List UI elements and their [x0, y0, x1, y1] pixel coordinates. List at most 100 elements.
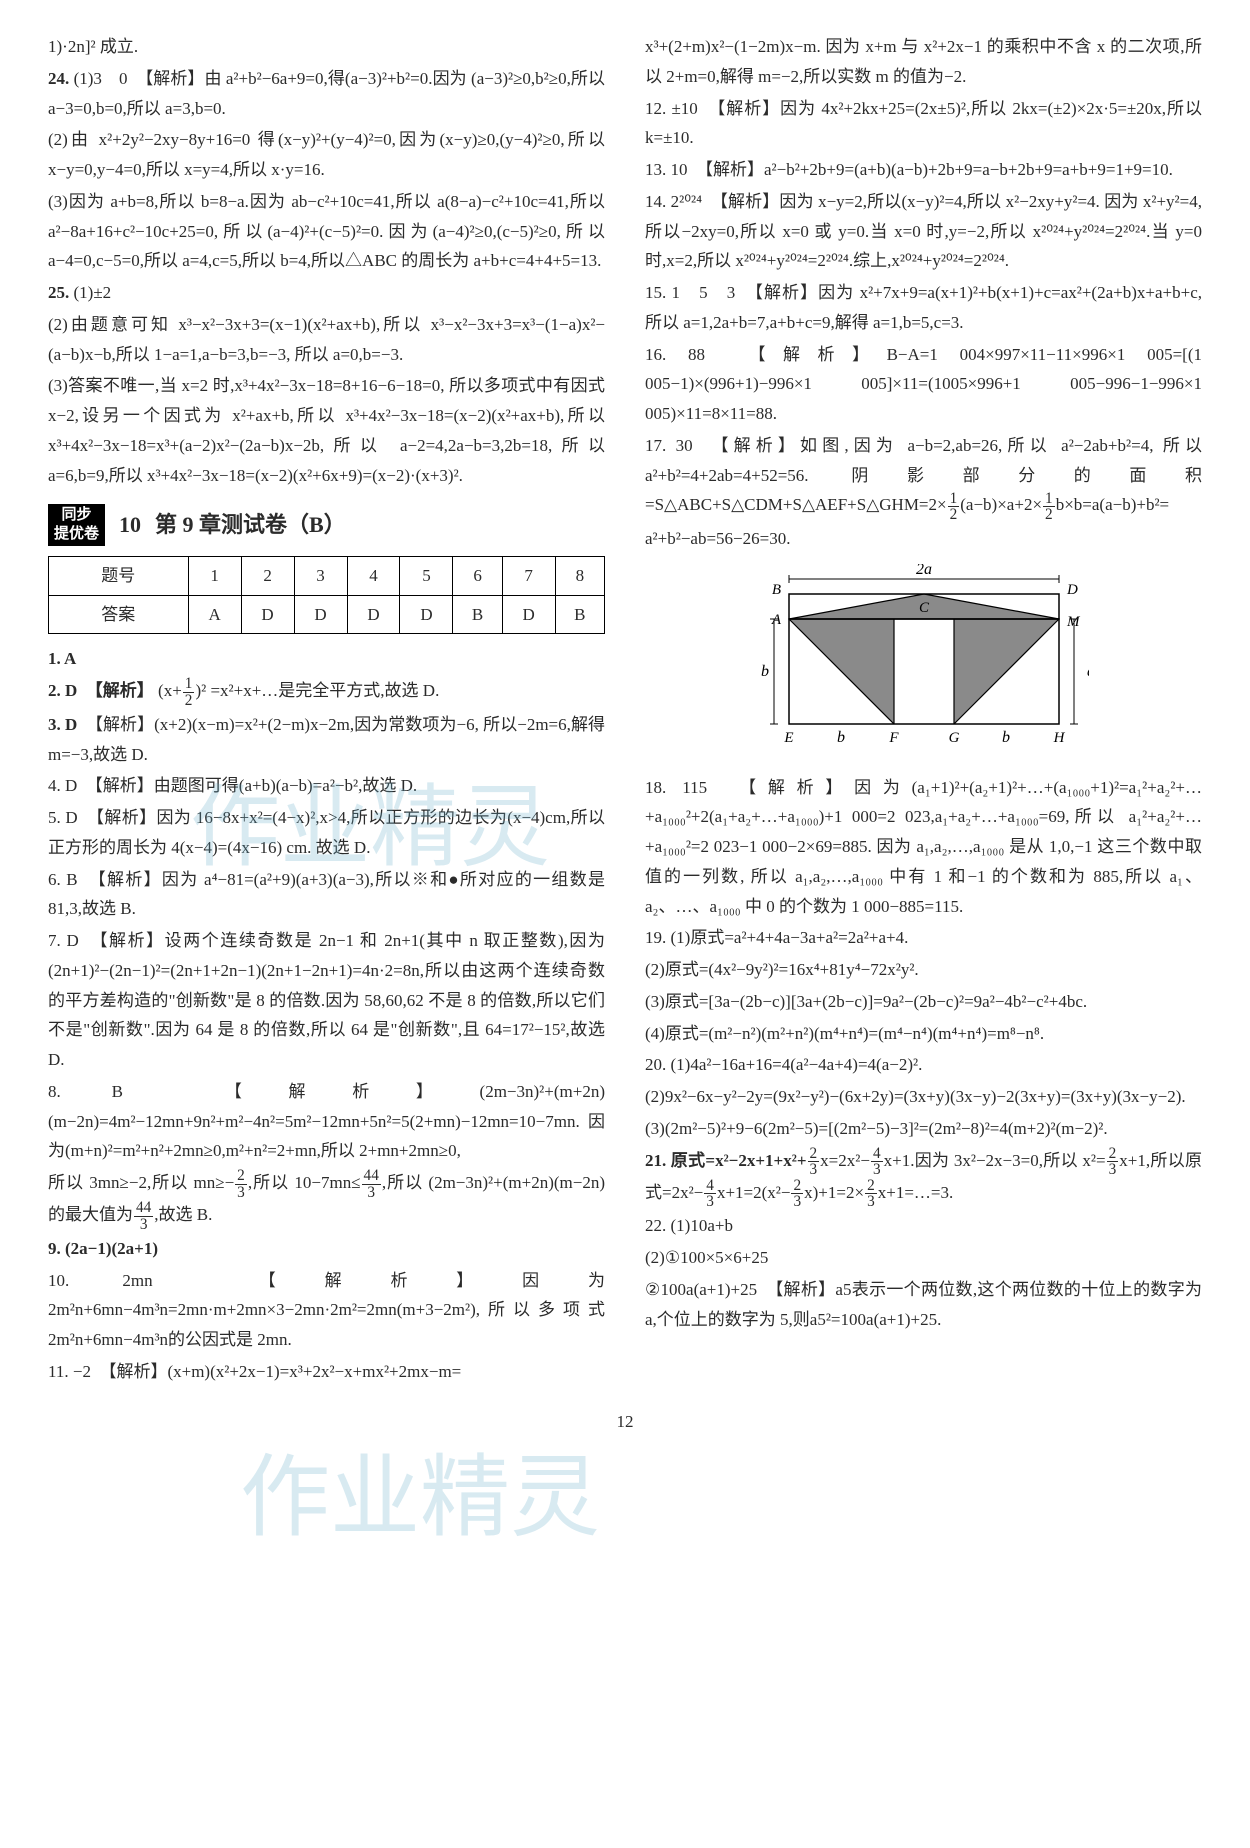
fraction: 443	[134, 1200, 153, 1232]
q17a-m1: (a−b)×a+2×	[960, 495, 1042, 514]
q21-end: 1=…=3.	[896, 1183, 953, 1202]
section-header: 同步 提优卷 10 第 9 章测试卷（B）	[48, 504, 605, 546]
q25-2: (2)由题意可知 x³−x²−3x+3=(x−1)(x²+ax+b),所以 x³…	[48, 310, 605, 370]
section-title: 第 9 章测试卷（B）	[155, 506, 346, 545]
q25-3: (3)答案不唯一,当 x=2 时,x³+4x²−3x−18=8+16−6−18=…	[48, 371, 605, 490]
den: 2	[948, 507, 960, 522]
td: B	[453, 595, 502, 634]
lbl-F: F	[888, 730, 899, 746]
q17b: a²+b²−ab=56−26=30.	[645, 524, 1202, 554]
fraction: 23	[235, 1168, 247, 1200]
q21-m3: x²=	[1082, 1151, 1105, 1170]
lbl-a: a	[1087, 663, 1089, 680]
q8b: 所以 3mn≥−2,所以 mn≥−23,所以 10−7mn≤443,所以 (2m…	[48, 1168, 605, 1232]
th: 2	[241, 556, 294, 595]
den: 3	[362, 1185, 381, 1200]
num: 1	[948, 491, 960, 507]
th: 8	[555, 556, 604, 595]
num: 2	[808, 1146, 820, 1162]
q16: 16. 88 【解析】B−A=1 004×997×11−11×996×1 005…	[645, 340, 1202, 429]
table-row: 题号 1 2 3 4 5 6 7 8	[49, 556, 605, 595]
q15: 15. 1 5 3 【解析】因为 x²+7x+9=a(x+1)²+b(x+1)+…	[645, 278, 1202, 338]
den: 2	[1043, 507, 1055, 522]
q5: 5. D 【解析】因为 16−8x+x²=(4−x)²,x>4,所以正方形的边长…	[48, 803, 605, 863]
q24-3: (3)因为 a+b=8,所以 b=8−a.因为 ab−c²+10c=41,所以 …	[48, 187, 605, 276]
th: 5	[400, 556, 453, 595]
num: 2	[235, 1168, 247, 1184]
num: 2	[865, 1178, 877, 1194]
q10: 10. 2mn 【解析】因为 2m²n+6mn−4m³n=2mn·m+2mn×3…	[48, 1266, 605, 1355]
den: 3	[704, 1194, 716, 1209]
right-column: x³+(2+m)x²−(1−2m)x−m. 因为 x+m 与 x²+2x−1 的…	[645, 32, 1202, 1389]
q25-1: 25. (1)±2	[48, 278, 605, 308]
fraction: 23	[791, 1178, 803, 1210]
th: 7	[502, 556, 555, 595]
q17a-m2: b×b=a(a−b)+b²=	[1056, 495, 1169, 514]
q17a: 17. 30 【解析】如图,因为 a−b=2,ab=26,所以 a²−2ab+b…	[645, 431, 1202, 522]
q19-1: 19. (1)原式=a²+4+4a−3a+a²=2a²+a+4.	[645, 923, 1202, 953]
num: 44	[134, 1200, 153, 1216]
q22-2: (2)①100×5×6+25	[645, 1243, 1202, 1273]
den: 3	[1107, 1162, 1119, 1177]
den: 3	[865, 1194, 877, 1209]
q6: 6. B 【解析】因为 a⁴−81=(a²+9)(a+3)(a−3),所以※和●…	[48, 865, 605, 925]
q1: 1. A	[48, 644, 605, 674]
lbl-b-right: b	[1002, 729, 1010, 746]
lbl-H: H	[1052, 730, 1065, 746]
q8b-end: ,故选 B.	[154, 1205, 212, 1224]
q25-num: 25.	[48, 283, 74, 302]
fraction: 23	[865, 1178, 877, 1210]
den: 2	[183, 693, 195, 708]
q18: 18. 115 【解析】因为(a₁+1)²+(a₂+1)²+…+(a₁₀₀₀+1…	[645, 773, 1202, 922]
figure-q17: 2a B C D A M E F G H a b b b	[645, 564, 1202, 759]
th: 1	[188, 556, 241, 595]
q25-1-text: (1)±2	[74, 283, 112, 302]
lbl-M: M	[1066, 614, 1081, 630]
answer-table: 题号 1 2 3 4 5 6 7 8 答案 A D D D D B D B	[48, 556, 605, 635]
td: B	[555, 595, 604, 634]
left-column: 1)·2n]² 成立. 24. (1)3 0 【解析】由 a²+b²−6a+9=…	[48, 32, 605, 1389]
content-columns: 1)·2n]² 成立. 24. (1)3 0 【解析】由 a²+b²−6a+9=…	[48, 32, 1202, 1389]
q21-m7: x+	[878, 1183, 896, 1202]
q2-frac-r: )²	[195, 681, 206, 700]
th: 题号	[49, 556, 189, 595]
lbl-C: C	[918, 600, 929, 616]
q24-2: (2)由 x²+2y²−2xy−8y+16=0 得(x−y)²+(y−4)²=0…	[48, 125, 605, 185]
q19-4: (4)原式=(m²−n²)(m²+n²)(m⁴+n⁴)=(m⁴−n⁴)(m⁴+n…	[645, 1019, 1202, 1049]
q9-text: 9. (2a−1)(2a+1)	[48, 1239, 158, 1258]
den: 3	[808, 1162, 820, 1177]
num: 4	[704, 1178, 716, 1194]
td: D	[241, 595, 294, 634]
td: D	[400, 595, 453, 634]
q22-3: ②100a(a+1)+25 【解析】a5表示一个两位数,这个两位数的十位上的数字…	[645, 1275, 1202, 1335]
q21-m2: x+1.因为 3x²−2x−3=0,所以	[884, 1151, 1083, 1170]
td: D	[347, 595, 400, 634]
q2: 2. D 【解析】 (x+12)² =x²+x+…是完全平方式,故选 D.	[48, 676, 605, 708]
q4: 4. D 【解析】由题图可得(a+b)(a−b)=a²−b²,故选 D.	[48, 771, 605, 801]
q19-2: (2)原式=(4x²−9y²)²=16x⁴+81y⁴−72x²y².	[645, 955, 1202, 985]
fraction: 12	[1043, 491, 1055, 523]
q21-pre: 21. 原式=x²−2x+1+x²+	[645, 1151, 807, 1170]
td: D	[294, 595, 347, 634]
badge-bottom: 提优卷	[54, 525, 99, 544]
q24-num: 24.	[48, 69, 74, 88]
q7: 7. D 【解析】设两个连续奇数是 2n−1 和 2n+1(其中 n 取正整数)…	[48, 926, 605, 1075]
lbl-G: G	[948, 730, 959, 746]
q11b: x³+(2+m)x²−(1−2m)x−m. 因为 x+m 与 x²+2x−1 的…	[645, 32, 1202, 92]
q8a: 8. B 【解析】(2m−3n)²+(m+2n)(m−2n)=4m²−12mn+…	[48, 1077, 605, 1166]
q2-pre: 2. D 【解析】	[48, 681, 154, 700]
q21: 21. 原式=x²−2x+1+x²+23x=2x²−43x+1.因为 3x²−2…	[645, 1146, 1202, 1210]
q20-2: (2)9x²−6x−y²−2y=(9x²−y²)−(6x+2y)=(3x+y)(…	[645, 1082, 1202, 1112]
p24-pre: 1)·2n]² 成立.	[48, 32, 605, 62]
num: 4	[871, 1146, 883, 1162]
q21-m6: x)+1=2×	[804, 1183, 864, 1202]
th: 6	[453, 556, 502, 595]
q11: 11. −2 【解析】(x+m)(x²+2x−1)=x³+2x²−x+mx²+2…	[48, 1357, 605, 1387]
q14: 14. 2²⁰²⁴ 【解析】因为 x−y=2,所以(x−y)²=4,所以 x²−…	[645, 187, 1202, 276]
lbl-b-mid: b	[837, 729, 845, 746]
q24-1: 24. (1)3 0 【解析】由 a²+b²−6a+9=0,得(a−3)²+b²…	[48, 64, 605, 124]
q13: 13. 10 【解析】a²−b²+2b+9=(a+b)(a−b)+2b+9=a−…	[645, 155, 1202, 185]
q20-3: (3)(2m²−5)²+9−6(2m²−5)=[(2m²−5)−3]²=(2m²…	[645, 1114, 1202, 1144]
lbl-E: E	[783, 730, 793, 746]
figure-svg: 2a B C D A M E F G H a b b b	[759, 564, 1089, 749]
